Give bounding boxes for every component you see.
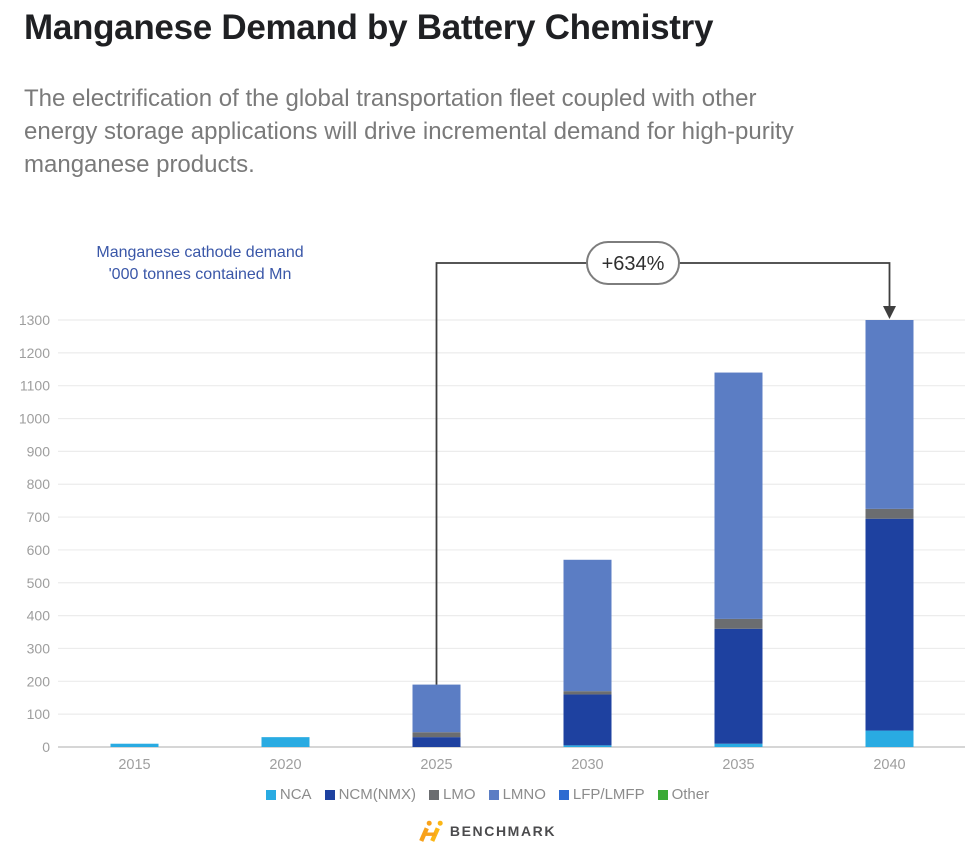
legend-item-other: Other bbox=[657, 786, 710, 803]
bar-2035-lmo bbox=[714, 618, 763, 629]
y-tick-600: 600 bbox=[27, 542, 51, 558]
y-tick-400: 400 bbox=[27, 608, 51, 624]
legend-swatch-icon bbox=[324, 789, 335, 800]
y-tick-1100: 1100 bbox=[20, 378, 50, 394]
chart-area: Manganese cathode demand '000 tonnes con… bbox=[0, 230, 975, 790]
legend-label: LMNO bbox=[502, 786, 546, 803]
annotation-arrowhead-icon bbox=[883, 306, 896, 319]
benchmark-logo-icon bbox=[419, 820, 443, 842]
bar-2015-nca bbox=[110, 743, 159, 747]
y-tick-1000: 1000 bbox=[19, 411, 50, 427]
legend-swatch-icon bbox=[488, 789, 499, 800]
legend-item-nca: NCA bbox=[265, 786, 312, 803]
page-subtitle: The electrification of the global transp… bbox=[24, 82, 794, 181]
bar-2020-nca bbox=[261, 737, 310, 747]
subtitle-line-1: The electrification of the global transp… bbox=[24, 85, 757, 112]
annotation-line-right bbox=[679, 262, 891, 307]
y-tick-900: 900 bbox=[27, 443, 51, 459]
axis-title-line-2: '000 tonnes contained Mn bbox=[108, 266, 292, 283]
legend-item-lmo: LMO bbox=[429, 786, 476, 803]
legend-item-lmno: LMNO bbox=[488, 786, 546, 803]
y-tick-500: 500 bbox=[27, 575, 51, 591]
subtitle-line-2: energy storage applications will drive i… bbox=[24, 118, 794, 145]
bar-2025-lmno bbox=[412, 684, 461, 733]
y-tick-300: 300 bbox=[27, 640, 51, 656]
bar-2025-ncmnmx bbox=[412, 737, 461, 747]
axis-title-line-1: Manganese cathode demand bbox=[96, 244, 304, 261]
legend-label: LMO bbox=[443, 786, 476, 803]
bar-2030-ncmnmx bbox=[563, 694, 612, 746]
y-tick-800: 800 bbox=[27, 476, 51, 492]
legend-item-ncmnmx: NCM(NMX) bbox=[324, 786, 417, 803]
y-tick-700: 700 bbox=[27, 509, 51, 525]
legend-label: Other bbox=[671, 786, 710, 803]
bar-2040-nca bbox=[865, 730, 914, 747]
bar-2030-lmo bbox=[563, 691, 612, 695]
x-tick-2040: 2040 bbox=[873, 757, 905, 773]
x-tick-2020: 2020 bbox=[269, 757, 301, 773]
annotation-label: +634% bbox=[602, 253, 665, 275]
bar-2035-lmno bbox=[714, 372, 763, 619]
legend-label: LFP/LMFP bbox=[572, 786, 645, 803]
bar-2040-lmo bbox=[865, 508, 914, 519]
y-tick-100: 100 bbox=[27, 706, 51, 722]
brand-footer: BENCHMARK bbox=[0, 820, 975, 842]
y-tick-200: 200 bbox=[27, 673, 51, 689]
bar-2030-nca bbox=[563, 745, 612, 747]
page-title: Manganese Demand by Battery Chemistry bbox=[24, 8, 714, 47]
y-tick-1300: 1300 bbox=[19, 312, 50, 328]
bar-2040-ncmnmx bbox=[865, 518, 914, 731]
x-tick-2035: 2035 bbox=[722, 757, 754, 773]
chart-axis-title: Manganese cathode demand '000 tonnes con… bbox=[55, 242, 345, 286]
legend-label: NCM(NMX) bbox=[338, 786, 417, 803]
annotation-line-left bbox=[435, 262, 587, 685]
y-tick-1200: 1200 bbox=[19, 345, 50, 361]
legend-swatch-icon bbox=[657, 789, 668, 800]
bar-2040-lmno bbox=[865, 320, 914, 509]
bar-2035-ncmnmx bbox=[714, 628, 763, 744]
chart-legend: NCA NCM(NMX) LMO LMNO LFP/LMFP Other bbox=[0, 786, 975, 803]
bar-2025-lmo bbox=[412, 732, 461, 738]
x-tick-2015: 2015 bbox=[118, 757, 150, 773]
annotation-pill bbox=[586, 241, 680, 285]
bar-2030-lmno bbox=[563, 559, 612, 692]
x-tick-2030: 2030 bbox=[571, 757, 603, 773]
legend-swatch-icon bbox=[429, 789, 440, 800]
x-tick-2025: 2025 bbox=[420, 757, 452, 773]
legend-swatch-icon bbox=[558, 789, 569, 800]
subtitle-line-3: manganese products. bbox=[24, 151, 255, 178]
legend-item-lfplmfp: LFP/LMFP bbox=[558, 786, 645, 803]
legend-label: NCA bbox=[279, 786, 312, 803]
y-tick-0: 0 bbox=[42, 739, 50, 755]
legend-swatch-icon bbox=[265, 789, 276, 800]
stacked-bar-plot: 0 100 200 300 400 500 600 700 800 900 1000 1100 1200… bbox=[19, 241, 965, 773]
brand-name: BENCHMARK bbox=[449, 823, 557, 839]
bar-2035-nca bbox=[714, 743, 763, 747]
